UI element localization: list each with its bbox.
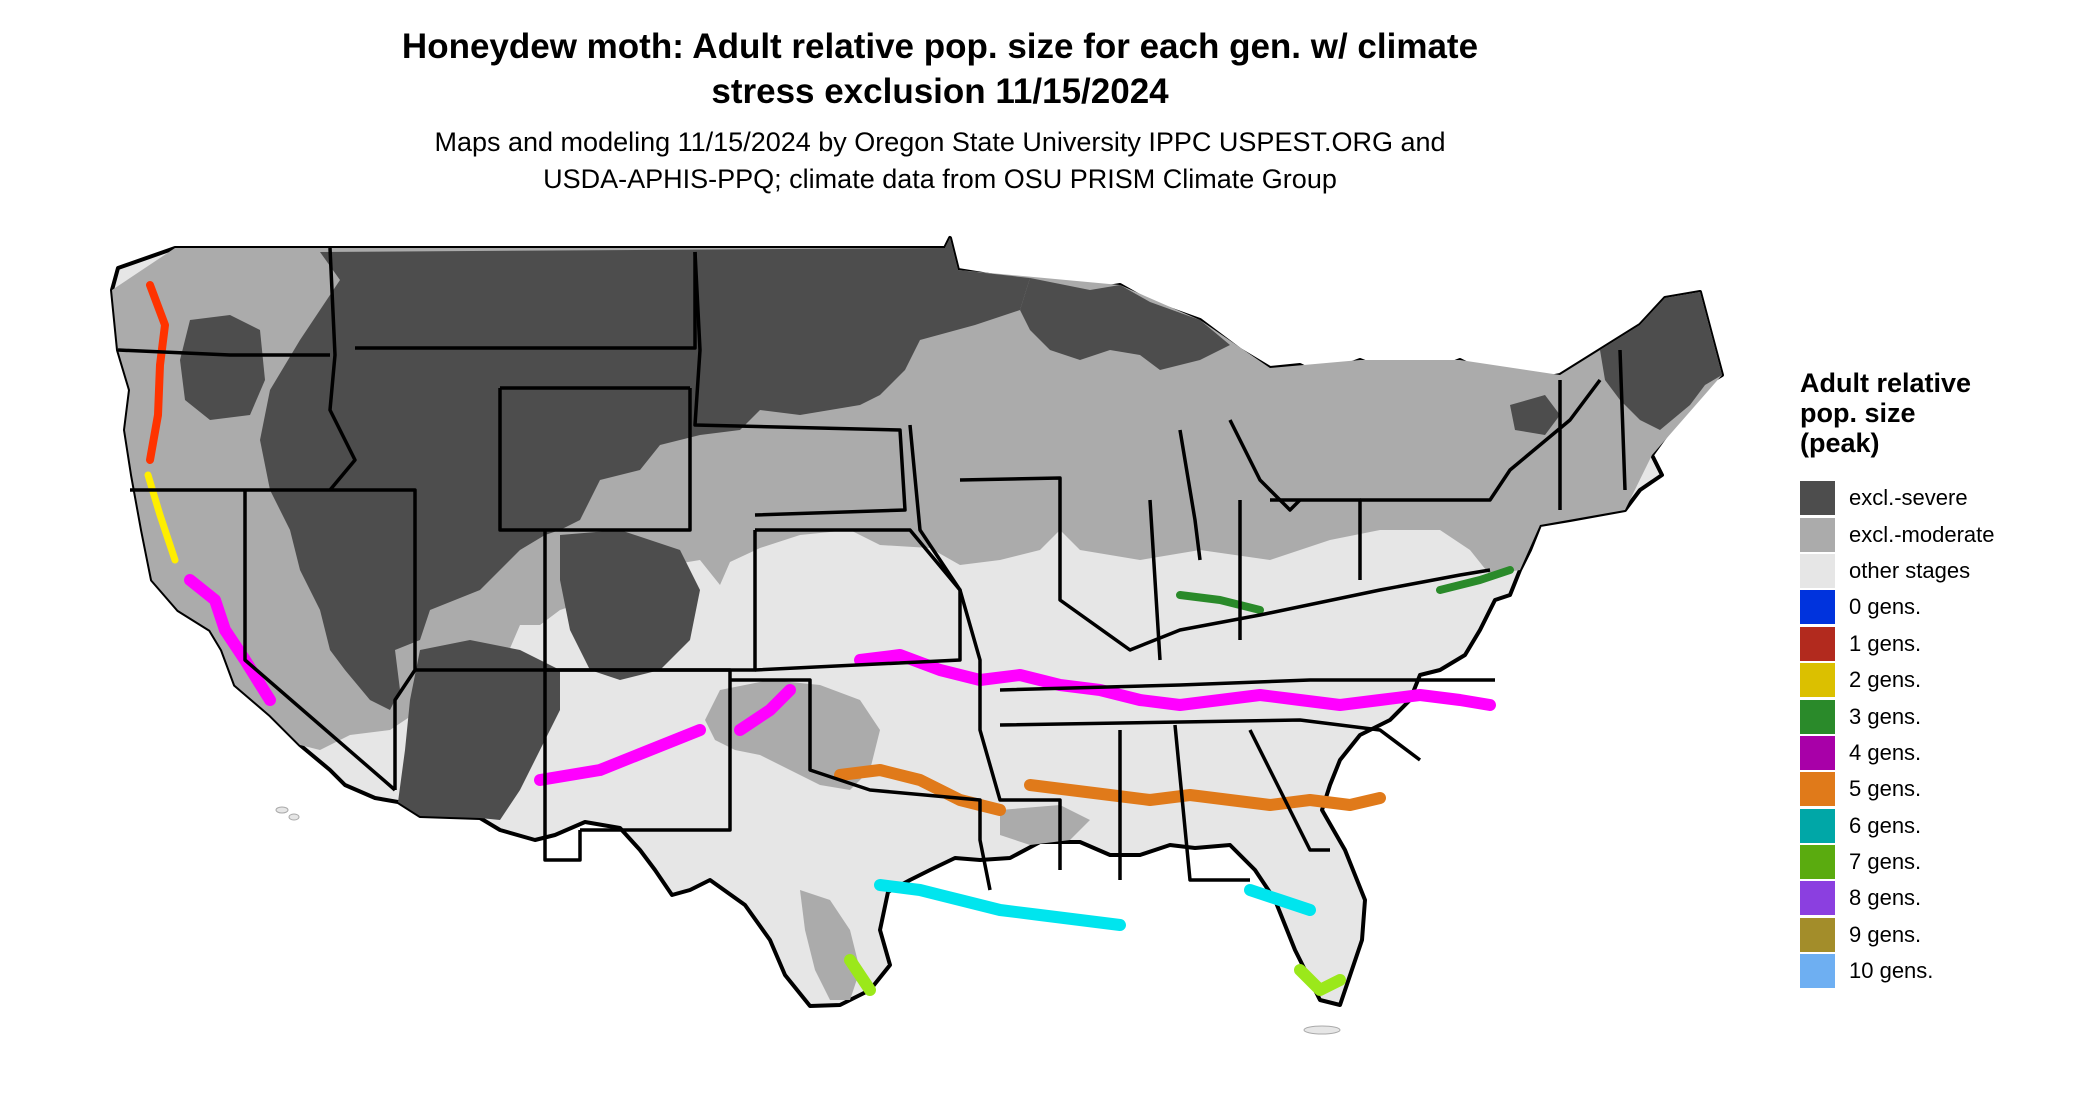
island-channel-1 xyxy=(275,806,289,814)
hotspot-4-gens-central xyxy=(854,649,1496,711)
legend-label: other stages xyxy=(1849,557,1971,583)
island-keys xyxy=(1303,1025,1341,1035)
legend-item: 9 gens. xyxy=(1800,917,2090,953)
region-severe-arizona xyxy=(398,640,560,820)
border-nv-ca xyxy=(243,490,397,792)
legend-label: 1 gens. xyxy=(1849,630,1922,656)
map-title-line-1: Honeydew moth: Adult relative pop. size … xyxy=(401,27,1479,66)
legend-swatch xyxy=(1800,808,1835,843)
legend-swatch xyxy=(1800,590,1835,625)
hotspot-7-gens-texas xyxy=(844,954,876,996)
border-lake-michigan xyxy=(1178,419,1302,561)
hotspot-5-gens xyxy=(834,764,1386,816)
map-subtitle: Maps and modeling 11/15/2024 by Oregon S… xyxy=(330,124,1550,198)
legend-item: 3 gens. xyxy=(1800,698,2090,734)
legend-label: 4 gens. xyxy=(1849,739,1922,765)
legend-item: 7 gens. xyxy=(1800,844,2090,880)
legend-swatch xyxy=(1800,881,1835,916)
legend-item: excl.-severe xyxy=(1800,480,2090,516)
border-dakotas xyxy=(693,251,907,517)
region-severe-rockies xyxy=(260,238,1030,710)
legend-title: Adult relative pop. size (peak) xyxy=(1800,368,2090,458)
legend-items: excl.-severe excl.-moderate other stages 0 … xyxy=(1800,480,2090,989)
map-legend: Adult relative pop. size (peak) excl.-se… xyxy=(1800,368,2090,989)
hotspot-6-gens xyxy=(874,879,1316,931)
legend-label: 10 gens. xyxy=(1849,958,1934,984)
generation-hotspots xyxy=(144,281,1514,996)
islands xyxy=(275,806,1341,1035)
legend-label: 7 gens. xyxy=(1849,849,1922,875)
legend-item: 8 gens. xyxy=(1800,880,2090,916)
border-idaho xyxy=(328,247,357,492)
border-northeast xyxy=(1360,349,1627,510)
region-severe-new-england xyxy=(1600,292,1722,430)
legend-item: 0 gens. xyxy=(1800,589,2090,625)
legend-item: other stages xyxy=(1800,553,2090,589)
island-channel-2 xyxy=(288,813,300,821)
legend-label: excl.-moderate xyxy=(1849,521,1995,547)
border-az-nm xyxy=(543,668,732,862)
legend-label: 0 gens. xyxy=(1849,594,1922,620)
legend-item: 1 gens. xyxy=(1800,626,2090,662)
hotspot-7-gens-florida xyxy=(1294,964,1346,996)
legend-label: 9 gens. xyxy=(1849,921,1922,947)
us-map-svg xyxy=(110,236,1724,1035)
map-title: Honeydew moth: Adult relative pop. size … xyxy=(330,24,1550,114)
region-moderate-louisiana xyxy=(1000,805,1090,845)
legend-swatch xyxy=(1800,699,1835,734)
legend-label: excl.-severe xyxy=(1849,485,1968,511)
legend-item: 5 gens. xyxy=(1800,771,2090,807)
legend-title-line-1: Adult relative xyxy=(1800,368,1972,398)
legend-swatch xyxy=(1800,663,1835,698)
legend-swatch xyxy=(1800,735,1835,770)
hotspot-1-gens-wa xyxy=(146,281,169,464)
us-map xyxy=(0,230,1780,1116)
legend-swatch xyxy=(1800,481,1835,516)
region-moderate-south-texas xyxy=(800,890,860,1000)
region-moderate-texas xyxy=(705,680,880,790)
legend-label: 6 gens. xyxy=(1849,812,1922,838)
border-southeast xyxy=(999,718,1422,882)
border-wa-or xyxy=(117,348,330,357)
map-titles: Honeydew moth: Adult relative pop. size … xyxy=(330,24,1550,198)
excl-severe-regions xyxy=(180,238,1722,820)
legend-swatch xyxy=(1800,626,1835,661)
legend-item: 2 gens. xyxy=(1800,662,2090,698)
legend-title-line-2: pop. size xyxy=(1800,398,1916,428)
legend-item: 10 gens. xyxy=(1800,953,2090,989)
map-subtitle-line-2: USDA-APHIS-PPQ; climate data from OSU PR… xyxy=(543,164,1337,194)
legend-item: 4 gens. xyxy=(1800,735,2090,771)
legend-label: 5 gens. xyxy=(1849,776,1922,802)
region-severe-nm xyxy=(560,530,700,680)
legend-swatch xyxy=(1800,517,1835,552)
region-severe-adirondack xyxy=(1510,395,1560,435)
map-subtitle-line-1: Maps and modeling 11/15/2024 by Oregon S… xyxy=(434,127,1446,157)
border-midwest xyxy=(959,476,1491,652)
legend-title-line-3: (peak) xyxy=(1800,428,1880,458)
legend-swatch xyxy=(1800,553,1835,588)
border-mississippi xyxy=(908,424,1062,870)
hotspot-3-gens xyxy=(1176,566,1514,614)
legend-label: 8 gens. xyxy=(1849,885,1922,911)
legend-item: 6 gens. xyxy=(1800,808,2090,844)
map-title-line-2: stress exclusion 11/15/2024 xyxy=(711,72,1169,111)
region-severe-oregon xyxy=(180,315,265,420)
legend-swatch xyxy=(1800,845,1835,880)
legend-item: excl.-moderate xyxy=(1800,516,2090,552)
region-severe-great-lakes xyxy=(1020,278,1230,370)
state-borders xyxy=(117,247,1627,891)
legend-swatch xyxy=(1800,917,1835,952)
legend-label: 3 gens. xyxy=(1849,703,1922,729)
hotspot-4-gens-west xyxy=(184,574,796,786)
legend-swatch xyxy=(1800,954,1835,989)
legend-swatch xyxy=(1800,772,1835,807)
border-ok-tx xyxy=(730,678,992,891)
border-tn-ky xyxy=(999,678,1495,692)
legend-label: 2 gens. xyxy=(1849,667,1922,693)
